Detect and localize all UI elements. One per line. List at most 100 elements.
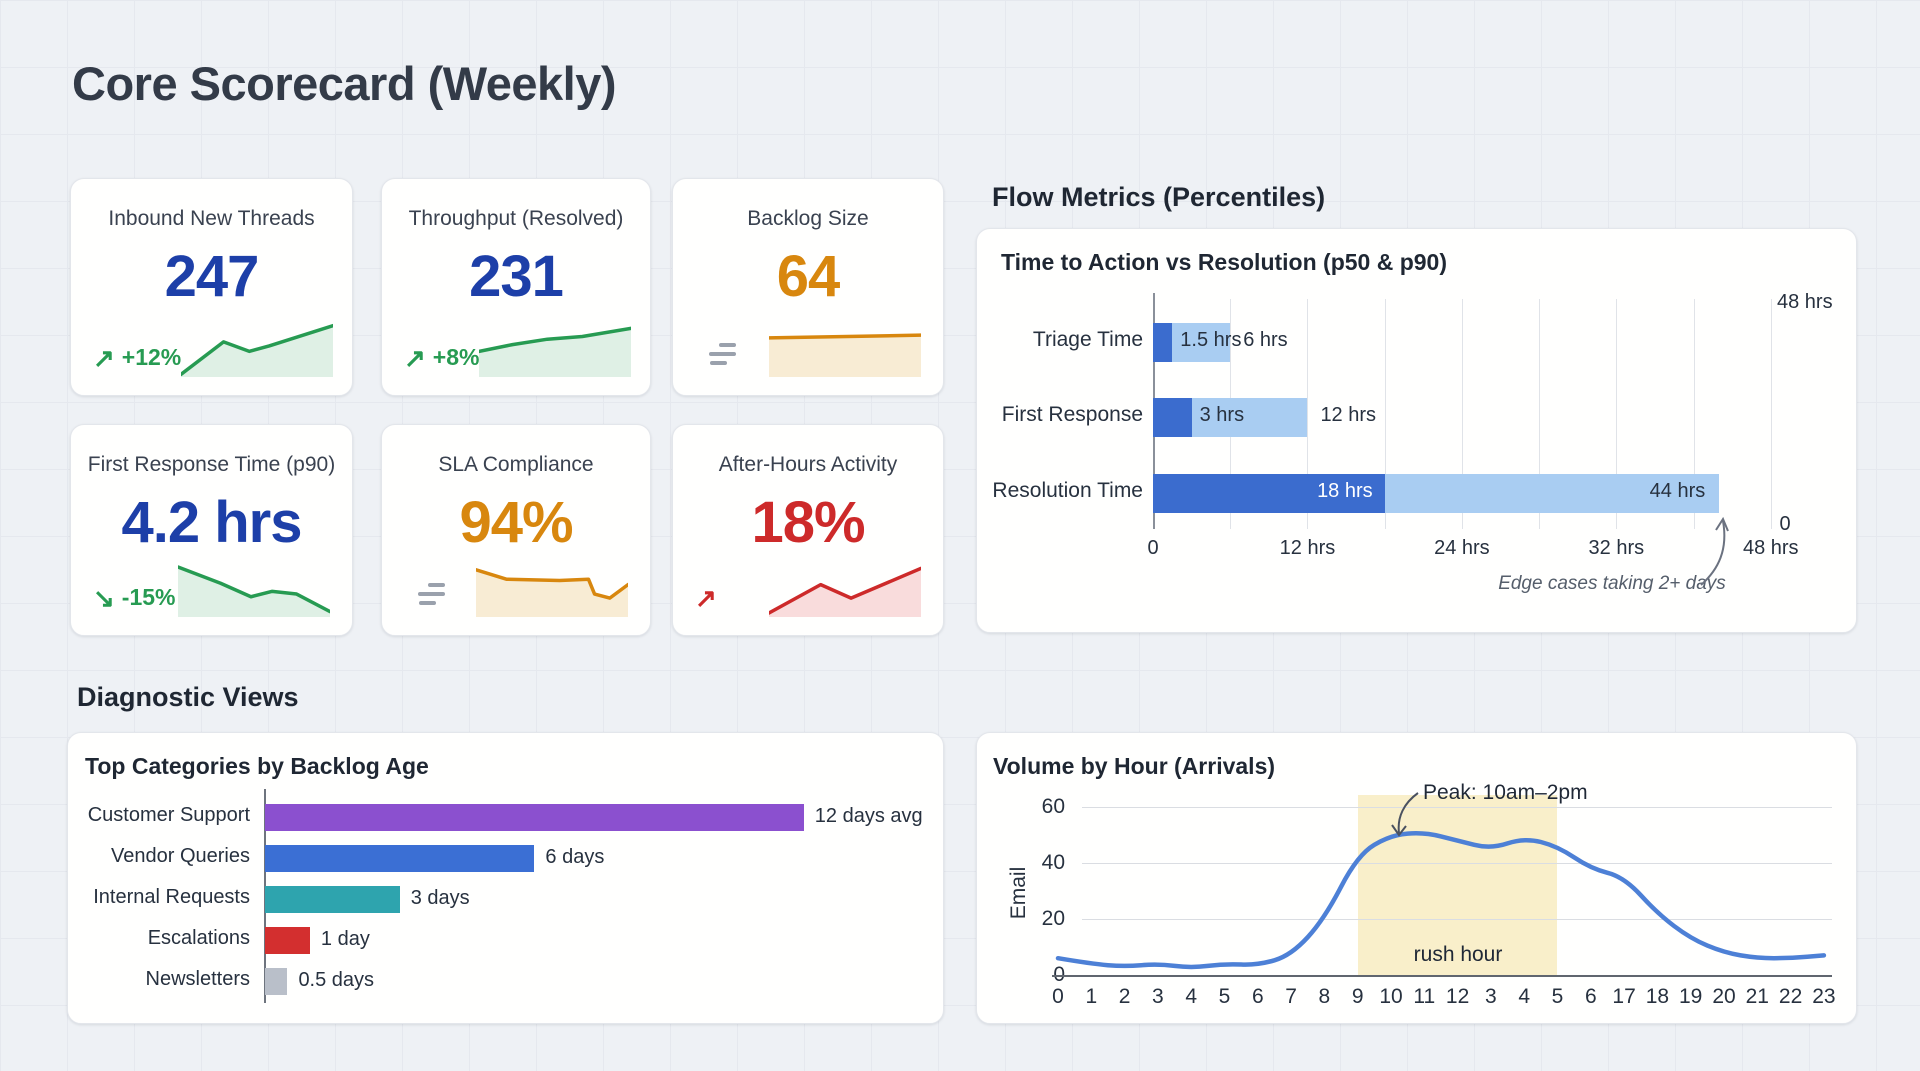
backlog-value-label: 12 days avg — [814, 805, 923, 827]
trend-percent: +8% — [432, 344, 480, 370]
x-tick-label: 4 — [1185, 985, 1198, 1008]
y-tick-label: 60 — [1041, 795, 1065, 818]
kpi-card-after-hours-activity: After-Hours Activity 18% ↗ — [672, 424, 944, 636]
flat-trend-icon — [695, 343, 736, 377]
section-heading-flow-metrics: Flow Metrics (Percentiles) — [992, 182, 1326, 212]
bar-p50 — [1153, 473, 1385, 513]
volume-by-hour-panel: Volume by Hour (Arrivals) 6040200Email01… — [976, 732, 1857, 1024]
y-tick-label: 0 — [1017, 963, 1065, 987]
bar-customer-support — [265, 803, 804, 831]
right-mid-label: 0 — [1779, 513, 1791, 535]
trend-indicator: ↗ +12% — [93, 344, 181, 377]
sparkline-chart — [769, 563, 921, 617]
bar-p50 — [1153, 322, 1173, 362]
flow-category-label: Resolution Time — [992, 479, 1143, 502]
kpi-label: SLA Compliance — [438, 453, 594, 476]
x-tick-label: 6 — [1584, 985, 1597, 1008]
sparkline-chart — [476, 563, 628, 617]
backlog-category-label: Newsletters — [145, 968, 250, 990]
backlog-value-label: 3 days — [410, 887, 470, 909]
gridline — [1461, 299, 1463, 529]
sparkline-chart — [181, 323, 334, 377]
kpi-card-inbound-new-threads: Inbound New Threads 247 ↗ +12% — [70, 178, 353, 396]
x-tick-label: 18 — [1645, 985, 1670, 1008]
x-tick-label: 20 — [1712, 985, 1736, 1008]
x-tick-label: 10 — [1379, 985, 1403, 1008]
x-tick-label: 0 — [1052, 985, 1064, 1008]
bar-label-p50: 1.5 hrs — [1180, 329, 1242, 351]
x-tick-label: 9 — [1351, 985, 1364, 1008]
x-tick-label: 22 — [1778, 985, 1803, 1008]
gridline — [1082, 807, 1832, 808]
backlog-age-panel: Top Categories by Backlog Age Customer S… — [67, 732, 944, 1024]
backlog-category-label: Escalations — [147, 927, 250, 949]
flow-chart-title: Time to Action vs Resolution (p50 & p90) — [1001, 249, 1448, 275]
x-axis-line — [1052, 975, 1832, 977]
gridline — [1384, 299, 1386, 529]
peak-annotation: Peak: 10am–2pm — [1423, 781, 1588, 804]
gridline — [1082, 863, 1832, 864]
x-tick-label: 1 — [1085, 985, 1098, 1008]
kpi-label: Inbound New Threads — [108, 207, 315, 230]
edge-cases-annotation: Edge cases taking 2+ days — [1498, 573, 1726, 594]
gridline — [1693, 299, 1695, 529]
trend-indicator: ↘ -15% — [93, 584, 176, 617]
backlog-category-label: Vendor Queries — [111, 845, 250, 867]
arrow-down-right-icon: ↘ — [93, 582, 115, 613]
flow-metrics-panel: Time to Action vs Resolution (p50 & p90)… — [976, 228, 1857, 633]
x-tick-label: 24 hrs — [1434, 537, 1490, 559]
gridline — [1307, 299, 1309, 529]
flow-bar-chart: Triage Time 1.5 hrs 6 hrs First Response 3 h… — [977, 229, 1856, 632]
gridline — [1539, 299, 1541, 529]
bar-label-p90: 12 hrs — [1320, 404, 1377, 426]
backlog-chart-title: Top Categories by Backlog Age — [85, 753, 429, 779]
x-tick-label: 2 — [1118, 985, 1131, 1008]
curved-arrow-icon — [1700, 516, 1729, 586]
x-tick-label: 12 hrs — [1279, 537, 1336, 559]
volume-line — [1055, 831, 1827, 970]
x-tick-label: 6 — [1251, 985, 1264, 1008]
x-tick-label: 5 — [1218, 985, 1231, 1008]
bar-label-p90: 6 hrs — [1243, 329, 1288, 351]
volume-chart-title: Volume by Hour (Arrivals) — [993, 753, 1276, 779]
kpi-value: 247 — [164, 244, 260, 309]
x-tick-label: 11 — [1413, 985, 1436, 1008]
y-tick-label: 20 — [1041, 907, 1065, 930]
gridline — [1616, 299, 1618, 529]
kpi-value: 94% — [459, 490, 573, 555]
bar-p50 — [1153, 397, 1192, 437]
trend-indicator: ↗ — [695, 585, 717, 617]
x-tick-label: 32 hrs — [1588, 537, 1645, 559]
volume-line-chart: 6040200Email0123456789101112345617181920… — [977, 733, 1856, 1023]
kpi-label: After-Hours Activity — [718, 453, 898, 476]
bar-p90 — [1384, 473, 1720, 513]
rush-hour-band — [1357, 795, 1558, 975]
bar-label-p90: 44 hrs — [1649, 480, 1706, 502]
x-tick-label: 8 — [1318, 985, 1331, 1008]
kpi-label: Throughput (Resolved) — [408, 207, 624, 230]
kpi-card-sla-compliance: SLA Compliance 94% — [381, 424, 651, 636]
flat-trend-icon — [404, 583, 445, 617]
x-tick-label: 3 — [1485, 985, 1497, 1008]
trend-indicator: ↗ +8% — [404, 344, 479, 377]
bar-escalations — [265, 926, 310, 954]
arrow-up-right-icon: ↗ — [404, 342, 426, 373]
y-tick-label: 40 — [1041, 851, 1065, 874]
bar-p90 — [1172, 322, 1231, 362]
kpi-value: 231 — [469, 244, 564, 309]
backlog-value-label: 6 days — [545, 846, 605, 868]
x-tick-label: 48 hrs — [1742, 537, 1799, 559]
bar-p90 — [1191, 397, 1308, 437]
right-top-label: 48 hrs — [1777, 291, 1833, 313]
kpi-label: Backlog Size — [747, 207, 869, 230]
bar-vendor-queries — [265, 844, 535, 872]
gridline — [1082, 919, 1832, 920]
bar-newsletters — [265, 967, 288, 995]
x-tick-label: 7 — [1285, 985, 1297, 1008]
kpi-card-first-response-time: First Response Time (p90) 4.2 hrs ↘ -15% — [70, 424, 353, 636]
curved-arrow-icon — [1391, 792, 1419, 837]
sparkline-chart — [769, 323, 921, 377]
flow-category-label: Triage Time — [1032, 328, 1143, 351]
kpi-value: 18% — [751, 490, 865, 555]
sparkline-chart — [479, 323, 632, 377]
